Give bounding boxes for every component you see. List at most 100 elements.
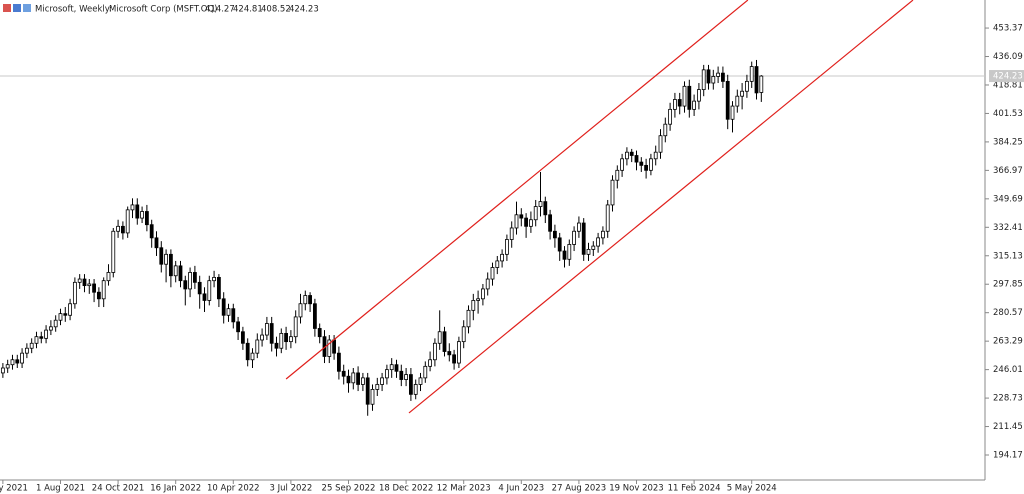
candle-body: [452, 354, 456, 364]
candle-body: [212, 276, 216, 282]
candle-body: [250, 352, 255, 361]
candle-body: [408, 374, 413, 395]
icon: [23, 4, 31, 12]
candle-body: [197, 281, 202, 295]
plot-area: [0, 0, 985, 416]
candle-body: [255, 339, 260, 354]
candle-body: [625, 151, 629, 160]
candle-body: [149, 224, 154, 239]
x-tick-label: 11 Feb 2024: [668, 484, 721, 494]
y-tick-label: 436.09: [993, 52, 1023, 62]
candle-body: [404, 374, 408, 380]
candle-body: [437, 331, 442, 344]
candle-body: [485, 278, 490, 290]
trend-line: [285, 0, 749, 380]
candle-body: [231, 308, 236, 323]
x-tick-label: 25 Sep 2022: [322, 484, 376, 494]
candle-body: [548, 214, 553, 232]
candle-body: [173, 265, 178, 277]
candle-body: [538, 201, 543, 207]
candle-body: [706, 69, 711, 84]
candle-body: [514, 214, 519, 229]
candle-body: [144, 211, 149, 226]
candle-body: [53, 319, 58, 328]
candle-body: [466, 309, 471, 328]
candle-body: [581, 222, 586, 255]
candle-body: [745, 80, 749, 92]
candle-body: [605, 204, 610, 232]
candle-body: [553, 230, 557, 239]
candle-body: [615, 169, 620, 181]
x-tick-label: 18 Dec 2022: [379, 484, 433, 494]
y-tick-label: 297.85: [993, 280, 1023, 290]
candle-body: [317, 328, 322, 338]
candle-body: [82, 278, 87, 287]
candle-body: [58, 313, 63, 321]
candle-body: [629, 151, 634, 156]
x-tick-label: 10 Apr 2022: [207, 484, 260, 494]
candle-body: [428, 359, 432, 367]
y-tick-label: 263.29: [993, 337, 1023, 347]
y-tick-label: 401.53: [993, 109, 1023, 119]
candle-body: [168, 253, 173, 277]
candle-body: [226, 308, 231, 316]
candle-body: [543, 201, 548, 216]
candle-body: [327, 339, 332, 357]
candle-body: [77, 278, 82, 283]
candle-body: [120, 225, 125, 234]
x-tick-label: 24 Oct 2021: [92, 484, 145, 494]
candle-body: [572, 230, 577, 245]
y-tick-label: 194.17: [993, 451, 1023, 461]
candle-body: [644, 164, 649, 171]
candle-body: [399, 370, 404, 380]
candle-body: [96, 291, 101, 300]
candle-body: [293, 316, 298, 338]
candle-body: [44, 329, 48, 339]
candle-body: [279, 332, 284, 349]
candle-body: [370, 389, 375, 405]
candle-body: [639, 161, 644, 166]
candle-body: [610, 179, 615, 206]
candle-body: [260, 334, 264, 341]
candle-body: [298, 303, 303, 318]
candle-body: [159, 247, 164, 265]
instrument: Microsoft Corp (MSFT.OQ): [109, 5, 217, 15]
candle-body: [356, 372, 360, 385]
candle-body: [288, 336, 293, 343]
candle-body: [101, 280, 106, 300]
candle-body: [87, 283, 92, 287]
icon: [13, 4, 21, 12]
candle-body: [341, 370, 346, 377]
candle-body: [135, 204, 140, 219]
candle-body: [116, 225, 120, 232]
candle-body: [721, 72, 725, 82]
candle-body: [72, 281, 77, 305]
candle-body: [269, 323, 274, 344]
candle-body: [653, 151, 658, 160]
candle-body: [519, 214, 524, 219]
candle-body: [447, 351, 452, 356]
candle-body: [749, 66, 754, 82]
candle-body: [740, 90, 745, 97]
candle-body: [456, 341, 461, 364]
candle-body: [505, 239, 509, 255]
candle-body: [154, 237, 159, 249]
x-tick-label: 27 Aug 2023: [552, 484, 606, 494]
candle-body: [346, 375, 351, 384]
candle-body: [274, 342, 279, 349]
candle-body: [202, 293, 207, 301]
candle-body: [677, 99, 682, 107]
candle-body: [360, 377, 365, 385]
candle-body: [394, 364, 399, 372]
candle-body: [649, 158, 653, 171]
last-price-label: 424.23: [993, 72, 1023, 82]
candle-body: [533, 206, 538, 221]
candle-body: [188, 272, 192, 290]
trend-line: [408, 0, 914, 414]
y-tick-label: 332.41: [993, 223, 1023, 233]
candle-body: [480, 288, 485, 300]
candle-body: [495, 260, 500, 268]
candle-body: [697, 89, 701, 102]
candle-body: [716, 72, 721, 77]
